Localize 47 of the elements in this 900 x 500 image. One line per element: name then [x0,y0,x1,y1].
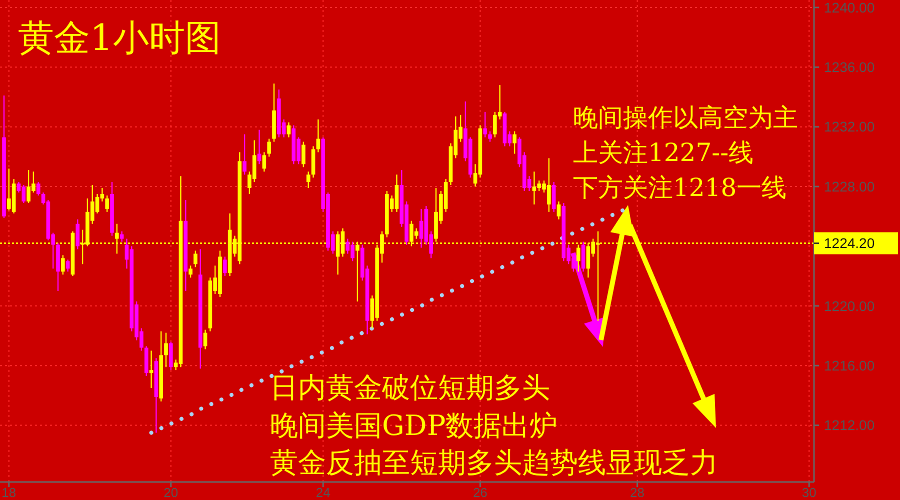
candlestick [302,141,306,168]
annotation: 黄金反抽至短期多头趋势线显现乏力 [270,446,718,479]
candlestick [164,332,168,368]
candlestick [188,265,192,278]
candlestick [76,218,80,250]
annotation: 晚间美国GDP数据出炉 [270,409,558,442]
x-tick-label: 30 [802,485,816,500]
text: 黄金1小时图 [18,18,221,59]
annotation: 上关注1227--线 [573,138,754,167]
candlestick [149,350,154,389]
candlestick [120,230,124,242]
candlestick [105,194,110,212]
ref-line-label: 1224.20 [824,235,875,252]
candlestick [36,181,40,196]
x-tick-label: 18 [2,485,16,500]
y-tick-label: 1212.00 [824,417,875,434]
y-tick-label: 1216.00 [824,358,875,374]
candlestick [306,171,310,189]
candlestick [267,138,272,158]
candlestick [512,130,516,154]
y-tick-label: 1232.00 [824,118,875,135]
candlestick [262,152,266,172]
candlestick [576,244,580,272]
annotation: 日内黄金破位短期多头 [270,371,550,404]
candlestick [257,129,262,165]
y-tick-label: 1228.00 [824,178,875,194]
annotation: 下方关注1218一线 [573,173,787,202]
candlestick [581,241,586,272]
candlestick [483,111,488,138]
candlestick [556,200,561,220]
candlestick [168,341,173,371]
candlestick [194,250,198,268]
y-tick-label: 1220.00 [824,298,875,314]
candlestick [242,134,246,176]
candlestick [60,254,65,276]
y-tick-label: 1236.00 [824,59,875,76]
x-tick-label: 26 [472,485,488,500]
annotation: 晚间操作以高空为主 [573,103,798,132]
candlestick [488,130,492,142]
candlestick [552,181,556,212]
x-tick-label: 28 [630,485,645,500]
candlestick [222,256,227,277]
y-tick-label: 1240.00 [824,0,875,16]
x-tick-label: 20 [164,485,178,500]
candlestick [286,122,291,138]
candlestick [66,259,70,272]
x-tick-label: 24 [316,485,330,500]
